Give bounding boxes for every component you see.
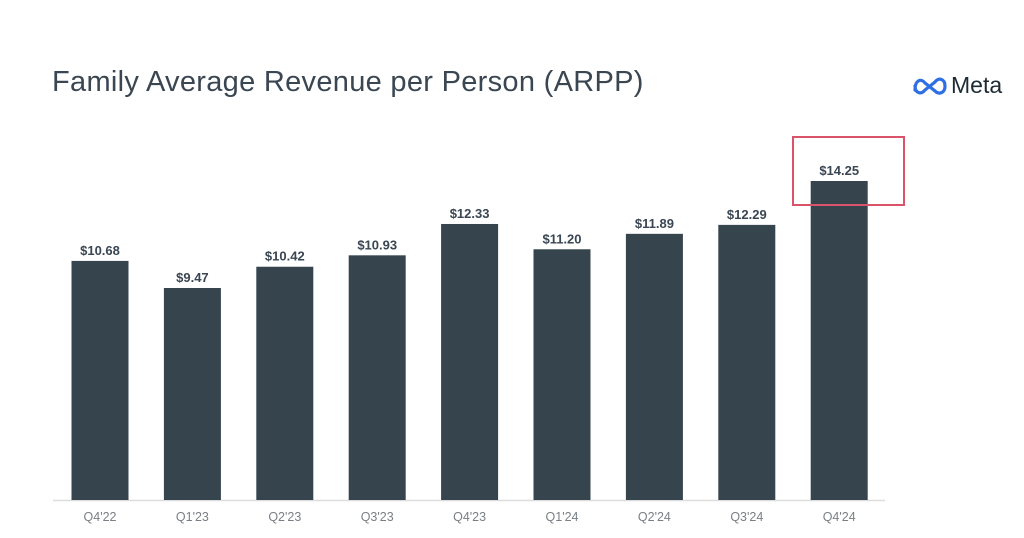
highlight-box (792, 136, 905, 206)
x-tick-label: Q2'24 (638, 510, 671, 524)
data-label: $10.68 (80, 243, 120, 258)
data-label: $10.93 (357, 237, 397, 252)
data-label: $14.25 (819, 163, 859, 178)
meta-infinity-icon (913, 77, 947, 95)
meta-logo: Meta (912, 72, 1002, 99)
bar-Q4'24 (810, 181, 868, 500)
bar-Q3'23 (348, 255, 406, 500)
x-tick-label: Q4'23 (453, 510, 486, 524)
bar-Q3'24 (718, 224, 776, 500)
x-tick-label: Q1'24 (546, 510, 579, 524)
data-label: $11.89 (635, 216, 674, 231)
data-label: $12.33 (450, 206, 490, 221)
data-label: $9.47 (176, 270, 209, 285)
bar-Q1'23 (163, 288, 221, 500)
x-tick-label: Q2'23 (268, 510, 301, 524)
x-tick-label: Q3'23 (361, 510, 394, 524)
bar-Q2'23 (256, 266, 314, 500)
x-tick-label: Q4'24 (823, 510, 856, 524)
x-tick-label: Q4'22 (84, 510, 117, 524)
bar-Q4'23 (441, 223, 499, 500)
bar-Q4'22 (71, 260, 129, 500)
chart-title: Family Average Revenue per Person (ARPP) (52, 66, 644, 98)
x-tick-label: Q3'24 (730, 510, 763, 524)
data-label: $10.42 (265, 249, 305, 264)
data-label: $11.20 (542, 231, 581, 246)
x-tick-label: Q1'23 (176, 510, 209, 524)
bar-Q2'24 (625, 233, 683, 500)
data-label: $12.29 (727, 207, 767, 222)
bar-Q1'24 (533, 249, 591, 500)
meta-logo-text: Meta (951, 72, 1003, 98)
